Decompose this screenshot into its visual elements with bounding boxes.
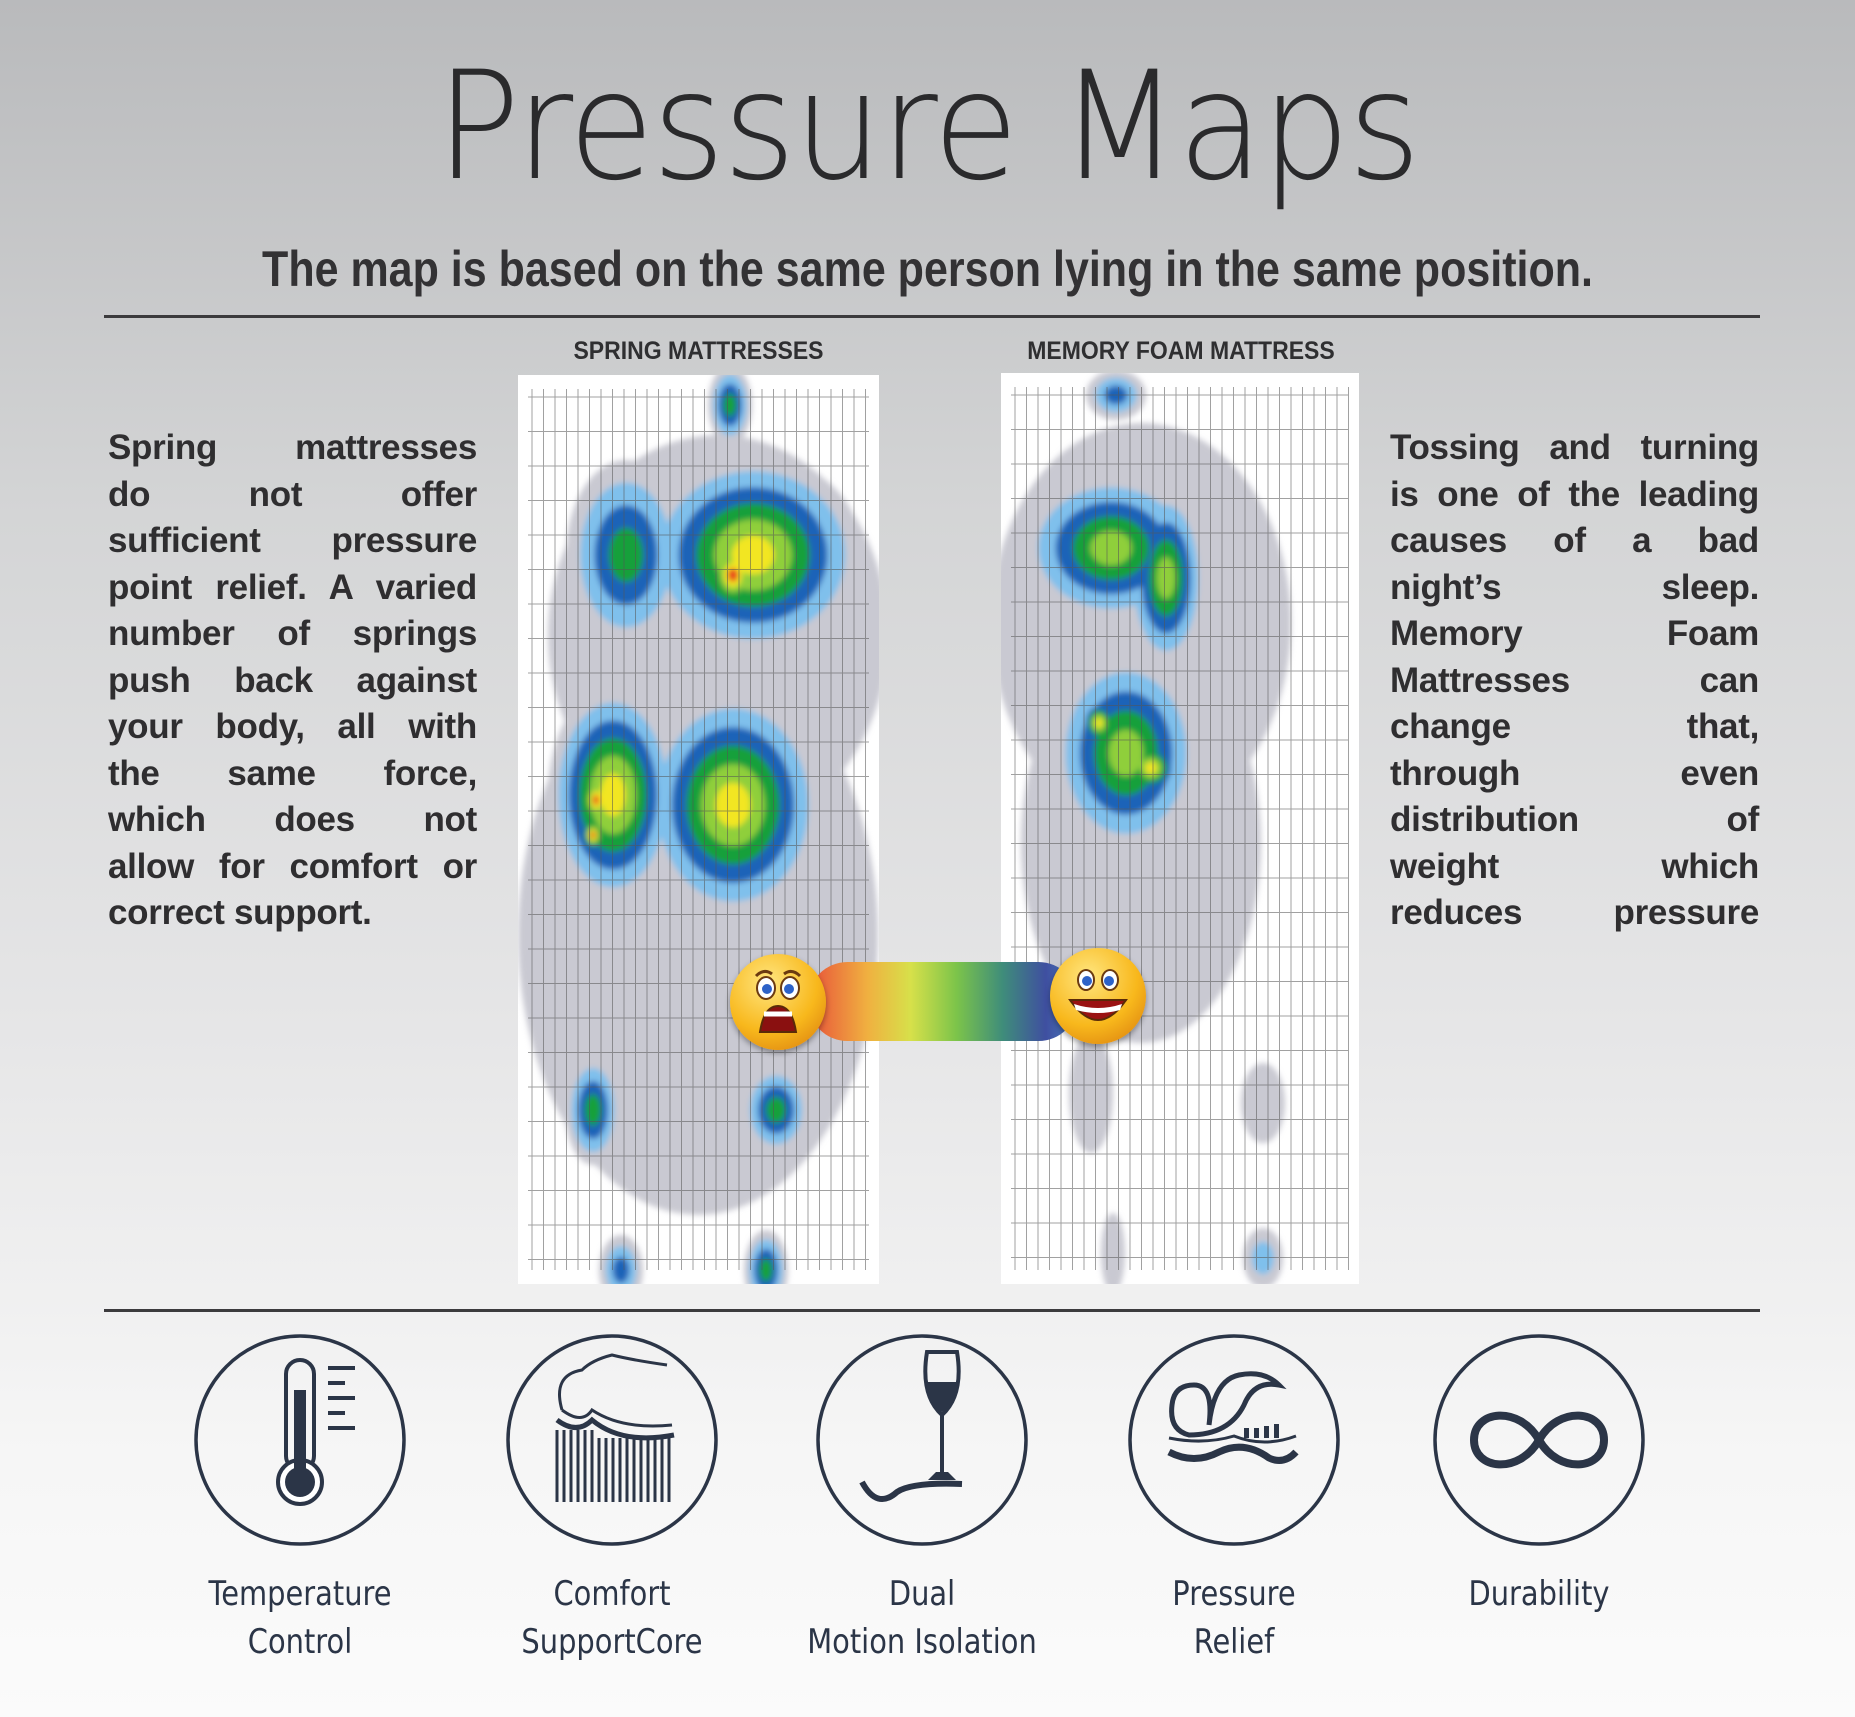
paragraph-line: Tossing and turning: [1390, 428, 1759, 467]
spring-pressure-map: [518, 365, 888, 1310]
pressure-relief-icon: [1128, 1334, 1340, 1546]
pressure-zone: [1145, 762, 1157, 774]
pressure-zone: [715, 782, 751, 828]
foam-map-label: MEMORY FOAM MATTRESS: [1027, 337, 1335, 365]
paragraph-line: distribution of: [1390, 800, 1759, 839]
pressure-zone: [1108, 729, 1144, 777]
infinity-icon: [1433, 1334, 1645, 1546]
feature-label-line2: Relief: [1193, 1622, 1275, 1662]
pressure-zone: [593, 795, 599, 805]
pressure-zone: [1095, 718, 1103, 728]
foam-pressure-map: [991, 370, 1359, 1293]
pressure-zone: [1241, 1063, 1285, 1143]
pressure-zone: [1156, 557, 1176, 599]
paragraph-line: Memory Foam: [1390, 614, 1759, 653]
pressure-zone: [1090, 530, 1132, 566]
page-title: Pressure Maps: [436, 40, 1421, 214]
pressure-zone: [728, 568, 738, 582]
feature-label-line2: Control: [247, 1622, 353, 1662]
feature-label-line1: Comfort: [553, 1574, 671, 1614]
feature-label-line2: SupportCore: [521, 1622, 703, 1662]
foam-description: Tossing and turning is one of the leading…: [1390, 425, 1759, 937]
scared-face-icon: [730, 954, 826, 1050]
pressure-zone: [731, 535, 775, 575]
paragraph-line: your body, all with: [108, 707, 477, 746]
paragraph-line: is one of the leading: [1390, 474, 1759, 514]
feature-temperature: Temperature Control: [145, 1332, 455, 1666]
paragraph-line: change that,: [1390, 707, 1759, 746]
paragraph-line: Mattresses can: [1390, 660, 1759, 700]
sensor-grid: [1011, 387, 1349, 1270]
paragraph-line: weight which: [1390, 846, 1759, 886]
spring-map-label: SPRING MATTRESSES: [573, 337, 824, 365]
paragraph-line: night’s sleep.: [1390, 567, 1759, 607]
paragraph-line: sufficient pressure: [108, 521, 477, 560]
paragraph-line: the same force,: [108, 753, 477, 793]
pressure-zone: [759, 1258, 773, 1282]
paragraph-line: do not offer: [108, 474, 477, 514]
happy-face-icon: [1050, 948, 1146, 1044]
pressure-zone: [590, 831, 596, 839]
paragraph-line: through even: [1390, 753, 1759, 793]
feature-label-line2: Motion Isolation: [807, 1622, 1037, 1662]
feature-label-line1: Pressure: [1172, 1574, 1296, 1614]
spring-description: Spring mattresses do not offer sufficient …: [108, 425, 477, 937]
feature-label-line1: Temperature: [208, 1574, 392, 1614]
paragraph-line: causes of a bad: [1390, 521, 1759, 560]
feature-label-line1: Dual: [888, 1574, 956, 1614]
pressure-zone: [723, 393, 737, 417]
bottom-divider: [104, 1309, 1760, 1312]
feature-dual: Dual Motion Isolation: [767, 1332, 1077, 1666]
spring-core-icon: [506, 1334, 718, 1546]
thermometer-icon: [194, 1334, 406, 1546]
paragraph-line: which does not: [108, 800, 477, 839]
sensor-grid: [528, 389, 869, 1270]
feature-comfort: Comfort SupportCore: [457, 1332, 767, 1666]
paragraph-line: Spring mattresses: [108, 428, 477, 467]
pressure-zone: [612, 1256, 630, 1284]
feature-durability: Durability: [1384, 1332, 1694, 1618]
feature-pressure: Pressure Relief: [1079, 1332, 1389, 1666]
pressure-zone: [1069, 1033, 1113, 1153]
paragraph-line: number of springs: [108, 614, 477, 653]
paragraph-line: point relief. A varied: [108, 567, 477, 607]
top-divider: [104, 315, 1760, 318]
pressure-zone: [766, 1097, 786, 1123]
pressure-scale-bar: [808, 962, 1078, 1041]
subtitle: The map is based on the same person lyin…: [262, 241, 1593, 297]
wine-glass-icon: [816, 1334, 1028, 1546]
feature-label-line1: Durability: [1468, 1574, 1610, 1614]
paragraph-line: allow for comfort or: [108, 846, 477, 886]
pressure-zone: [1101, 1213, 1125, 1293]
paragraph-line: correct support.: [108, 893, 372, 932]
paragraph-line: push back against: [108, 660, 477, 700]
pressure-zone: [608, 527, 644, 583]
paragraph-line: reduces pressure: [1390, 893, 1759, 932]
